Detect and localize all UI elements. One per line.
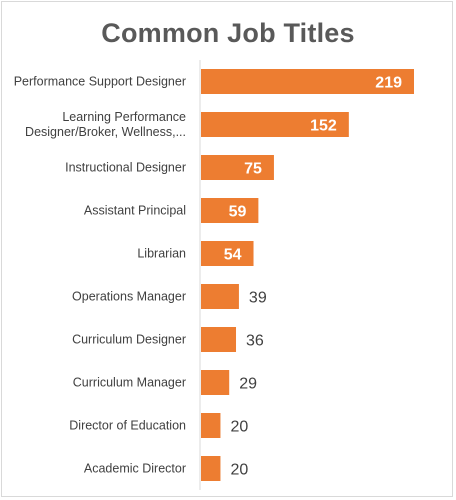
category-label: Instructional Designer xyxy=(65,161,186,175)
category-label-line: Curriculum Manager xyxy=(73,376,186,390)
bar xyxy=(201,155,274,180)
bar xyxy=(201,413,221,438)
data-label: 75 xyxy=(244,161,262,178)
category-label-line: Assistant Principal xyxy=(84,204,186,218)
category-label: Learning Performance Designer/Broker, Wel… xyxy=(25,110,186,139)
category-label: Assistant Principal xyxy=(84,204,186,218)
bar xyxy=(201,284,239,309)
data-label: 54 xyxy=(224,247,242,264)
category-label-line: Operations Manager xyxy=(72,290,186,304)
category-label: Director of Education xyxy=(69,419,186,433)
data-label: 20 xyxy=(230,462,248,479)
category-label: Academic Director xyxy=(84,462,186,476)
category-label-line: Director of Education xyxy=(69,419,186,433)
bar xyxy=(201,327,237,352)
data-label: 59 xyxy=(229,204,247,221)
bar xyxy=(201,370,230,395)
chart-title: Common Job Titles xyxy=(101,18,355,48)
bar xyxy=(201,198,259,223)
category-label-line: Curriculum Designer xyxy=(72,333,186,347)
category-label-line: Librarian xyxy=(137,247,186,261)
category-label: Performance Support Designer xyxy=(14,75,186,89)
bar xyxy=(201,112,349,137)
bar xyxy=(201,241,254,266)
category-label: Librarian xyxy=(137,247,186,261)
data-label: 39 xyxy=(249,290,267,307)
data-label: 29 xyxy=(239,376,257,393)
category-label: Curriculum Designer xyxy=(72,333,186,347)
category-label: Operations Manager xyxy=(72,290,186,304)
category-label-line: Learning Performance xyxy=(62,110,186,124)
data-label: 20 xyxy=(230,419,248,436)
data-label: 152 xyxy=(310,118,337,135)
bar xyxy=(201,69,414,94)
category-label-line: Academic Director xyxy=(84,462,186,476)
bar xyxy=(201,456,221,481)
category-label-line: Instructional Designer xyxy=(65,161,186,175)
category-label: Curriculum Manager xyxy=(73,376,186,390)
data-label: 219 xyxy=(375,75,402,92)
data-label: 36 xyxy=(246,333,264,350)
category-label-line: Performance Support Designer xyxy=(14,75,186,89)
category-label-line: Designer/Broker, Wellness,... xyxy=(25,125,186,139)
